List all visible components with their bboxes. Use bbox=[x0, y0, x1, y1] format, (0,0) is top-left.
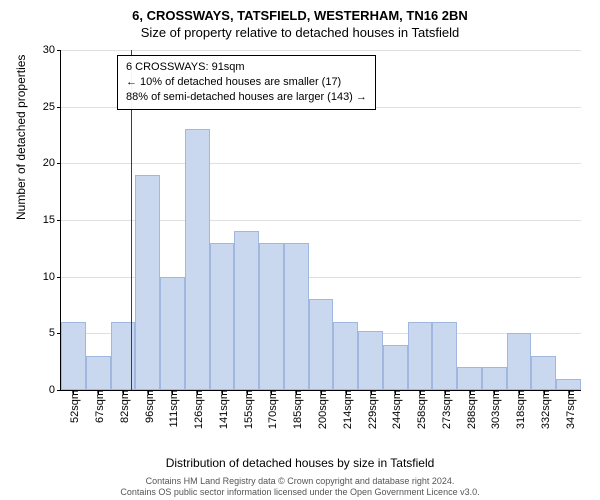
x-tick-label: 214sqm bbox=[338, 390, 354, 429]
x-tick-label: 258sqm bbox=[412, 390, 428, 429]
histogram-bar bbox=[210, 243, 235, 390]
histogram-bar bbox=[135, 175, 160, 390]
x-tick-label: 141sqm bbox=[214, 390, 230, 429]
histogram-bar bbox=[234, 231, 259, 390]
annotation-box: 6 CROSSWAYS: 91sqm ← 10% of detached hou… bbox=[117, 55, 376, 110]
y-tick-label: 5 bbox=[49, 327, 61, 339]
chart-title-main: 6, CROSSWAYS, TATSFIELD, WESTERHAM, TN16… bbox=[0, 0, 600, 23]
x-tick-label: 170sqm bbox=[263, 390, 279, 429]
x-tick-label: 82sqm bbox=[115, 390, 131, 423]
histogram-bar bbox=[383, 345, 408, 390]
histogram-bar bbox=[61, 322, 86, 390]
histogram-bar bbox=[482, 367, 507, 390]
histogram-bar bbox=[408, 322, 433, 390]
attribution-line-1: Contains HM Land Registry data © Crown c… bbox=[0, 476, 600, 487]
attribution-text: Contains HM Land Registry data © Crown c… bbox=[0, 476, 600, 499]
y-tick-label: 15 bbox=[43, 214, 61, 226]
histogram-bar bbox=[432, 322, 457, 390]
x-tick-label: 200sqm bbox=[313, 390, 329, 429]
histogram-bar bbox=[507, 333, 532, 390]
x-tick-label: 96sqm bbox=[140, 390, 156, 423]
annotation-line-1: 6 CROSSWAYS: 91sqm bbox=[126, 60, 367, 75]
y-axis-label: Number of detached properties bbox=[14, 55, 28, 220]
histogram-bar bbox=[531, 356, 556, 390]
histogram-bar bbox=[333, 322, 358, 390]
x-tick-label: 52sqm bbox=[65, 390, 81, 423]
histogram-bar bbox=[358, 331, 383, 390]
histogram-bar bbox=[556, 379, 581, 390]
histogram-bar bbox=[185, 129, 210, 390]
grid-line bbox=[61, 50, 581, 51]
y-tick-label: 20 bbox=[43, 157, 61, 169]
histogram-bar bbox=[259, 243, 284, 390]
x-tick-label: 288sqm bbox=[462, 390, 478, 429]
x-axis-label: Distribution of detached houses by size … bbox=[0, 456, 600, 470]
chart-title-sub: Size of property relative to detached ho… bbox=[0, 23, 600, 40]
x-tick-label: 303sqm bbox=[486, 390, 502, 429]
x-tick-label: 332sqm bbox=[536, 390, 552, 429]
y-tick-label: 0 bbox=[49, 384, 61, 396]
x-tick-label: 347sqm bbox=[561, 390, 577, 429]
histogram-bar bbox=[309, 299, 334, 390]
attribution-line-2: Contains OS public sector information li… bbox=[0, 487, 600, 498]
y-tick-label: 10 bbox=[43, 271, 61, 283]
grid-line bbox=[61, 163, 581, 164]
annotation-line-2: ← 10% of detached houses are smaller (17… bbox=[126, 75, 367, 90]
x-tick-label: 126sqm bbox=[189, 390, 205, 429]
x-tick-label: 155sqm bbox=[239, 390, 255, 429]
histogram-bar bbox=[160, 277, 185, 390]
y-tick-label: 30 bbox=[43, 44, 61, 56]
histogram-bar bbox=[284, 243, 309, 390]
y-tick-label: 25 bbox=[43, 101, 61, 113]
x-tick-label: 229sqm bbox=[363, 390, 379, 429]
x-tick-label: 111sqm bbox=[164, 390, 180, 428]
annotation-line-3: 88% of semi-detached houses are larger (… bbox=[126, 90, 367, 105]
x-tick-label: 318sqm bbox=[511, 390, 527, 429]
histogram-bar bbox=[86, 356, 111, 390]
x-tick-label: 244sqm bbox=[387, 390, 403, 429]
x-tick-label: 273sqm bbox=[437, 390, 453, 429]
plot-area: 05101520253052sqm67sqm82sqm96sqm111sqm12… bbox=[60, 50, 581, 391]
x-tick-label: 67sqm bbox=[90, 390, 106, 423]
x-tick-label: 185sqm bbox=[288, 390, 304, 429]
histogram-bar bbox=[457, 367, 482, 390]
